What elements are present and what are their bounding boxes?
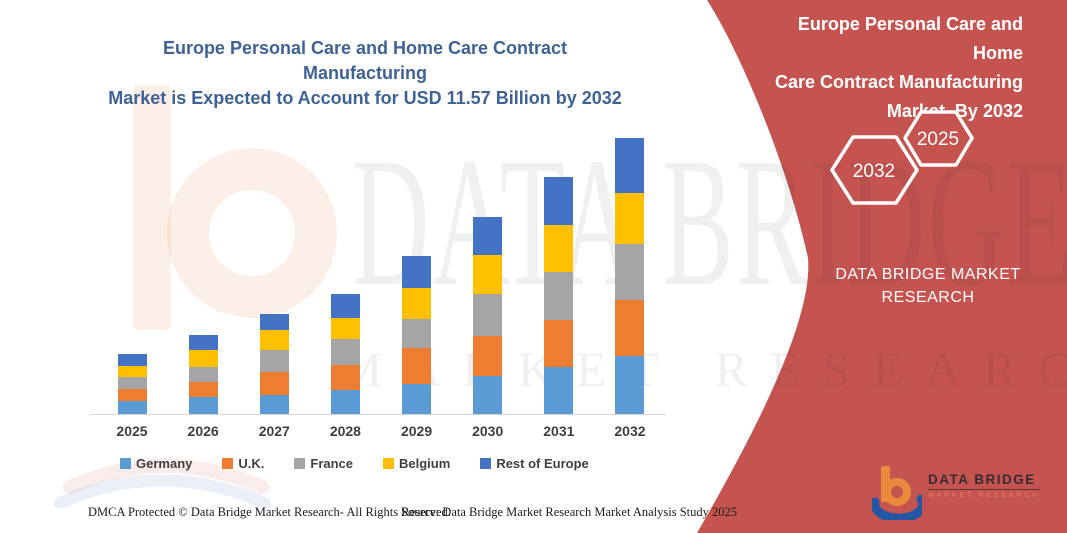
legend-item-u-k: U.K. (222, 456, 264, 471)
segment-germany-2025 (117, 400, 147, 414)
side-panel-title-line1: Europe Personal Care and Home (797, 14, 1023, 63)
segment-france-2030 (473, 294, 503, 336)
segment-belgium-2029 (402, 288, 432, 320)
segment-belgium-2030 (473, 255, 503, 295)
segment-rest-of-europe-2028 (330, 293, 360, 319)
brand-name-line1: DATA BRIDGE MARKET (835, 266, 1021, 283)
segment-germany-2028 (330, 390, 360, 414)
logo-text: DATA BRIDGE MARKET RESEARCH (928, 472, 1040, 499)
segment-belgium-2026 (188, 350, 218, 367)
segment-belgium-2028 (330, 318, 360, 340)
bar-2031 (544, 177, 574, 414)
x-axis-label-2029: 2029 (400, 423, 433, 439)
legend-item-rest-of-europe: Rest of Europe (480, 456, 589, 471)
segment-france-2029 (402, 319, 432, 349)
x-axis-label-2032: 2032 (614, 423, 646, 439)
legend-label-germany: Germany (136, 456, 193, 471)
segment-u-k-2025 (117, 389, 147, 401)
legend-swatch-france (294, 458, 306, 469)
legend-label-u-k: U.K. (238, 456, 265, 471)
bar-2026 (188, 334, 218, 414)
segment-belgium-2031 (544, 224, 574, 273)
legend-swatch-germany (120, 458, 131, 469)
x-axis-label-2028: 2028 (329, 423, 361, 439)
segment-belgium-2032 (615, 192, 645, 245)
x-axis-label-2030: 2030 (472, 423, 504, 439)
side-panel-background (697, 0, 1067, 533)
chart-legend: Germany U.K. France Belgium Rest of Europe (120, 456, 589, 471)
brand-name: DATA BRIDGE MARKET RESEARCH (822, 263, 1034, 309)
side-panel-title: Europe Personal Care and Home Care Contr… (743, 10, 1023, 126)
segment-u-k-2026 (188, 381, 218, 398)
segment-u-k-2027 (259, 372, 289, 395)
legend-label-belgium: Belgium (399, 456, 451, 471)
segment-germany-2029 (402, 383, 432, 414)
data-bridge-logo-icon (872, 466, 922, 520)
legend-item-belgium: Belgium (383, 456, 450, 471)
footer-source: Source: Data Bridge Market Research Mark… (401, 505, 738, 519)
segment-rest-of-europe-2027 (259, 314, 289, 331)
legend-label-rest-of-europe: Rest of Europe (496, 456, 589, 471)
segment-belgium-2025 (117, 366, 147, 378)
segment-france-2032 (615, 244, 645, 301)
segment-rest-of-europe-2026 (188, 334, 218, 351)
legend-swatch-belgium (383, 458, 395, 469)
segment-rest-of-europe-2029 (402, 256, 432, 289)
logo-name: DATA BRIDGE (928, 472, 1040, 490)
x-axis-label-2025: 2025 (116, 423, 148, 439)
segment-rest-of-europe-2030 (473, 217, 503, 256)
segment-u-k-2032 (615, 300, 645, 356)
bar-2030 (473, 217, 503, 414)
segment-france-2028 (330, 339, 360, 366)
segment-france-2027 (259, 349, 289, 373)
segment-germany-2026 (188, 397, 218, 414)
side-panel-title-line3: Market, By 2032 (886, 101, 1023, 121)
legend-swatch-rest-of-europe (480, 458, 492, 469)
x-axis-label-2027: 2027 (258, 423, 290, 439)
segment-germany-2031 (544, 367, 574, 414)
segment-germany-2032 (615, 355, 645, 414)
segment-u-k-2031 (544, 320, 574, 367)
segment-rest-of-europe-2032 (615, 138, 645, 193)
bar-2032 (615, 138, 645, 414)
legend-label-france: France (310, 456, 354, 471)
segment-u-k-2028 (330, 365, 360, 391)
logo-tagline: MARKET RESEARCH (928, 492, 1040, 499)
segment-rest-of-europe-2031 (544, 177, 574, 225)
segment-france-2026 (188, 366, 218, 382)
segment-germany-2030 (473, 375, 503, 414)
footer-copyright: DMCA Protected © Data Bridge Market Rese… (88, 505, 451, 519)
bar-2028 (330, 293, 360, 414)
dbmr-b-watermark-icon (54, 85, 337, 509)
bar-chart-plot-area (90, 120, 670, 414)
x-axis-line (90, 414, 666, 415)
legend-item-germany: Germany (120, 456, 192, 471)
main-title: Europe Personal Care and Home Care Contr… (100, 36, 630, 111)
x-axis-label-2026: 2026 (187, 423, 219, 439)
segment-u-k-2030 (473, 335, 503, 376)
x-axis-label-2031: 2031 (543, 423, 575, 439)
segment-france-2025 (117, 377, 147, 390)
legend-item-france: France (294, 456, 353, 471)
side-panel-title-line2: Care Contract Manufacturing (774, 72, 1023, 92)
segment-u-k-2029 (402, 348, 432, 384)
legend-swatch-u-k (222, 458, 234, 469)
bar-2025 (117, 354, 147, 414)
main-title-line2: Market is Expected to Account for USD 11… (108, 88, 622, 108)
bar-2029 (402, 256, 432, 414)
brand-name-line2: RESEARCH (881, 289, 975, 306)
main-title-line1: Europe Personal Care and Home Care Contr… (162, 38, 568, 83)
segment-france-2031 (544, 272, 574, 320)
segment-rest-of-europe-2025 (117, 354, 147, 367)
data-bridge-logo: DATA BRIDGE MARKET RESEARCH (872, 462, 1040, 520)
segment-germany-2027 (259, 394, 289, 414)
bar-2027 (259, 314, 289, 414)
segment-belgium-2027 (259, 330, 289, 350)
